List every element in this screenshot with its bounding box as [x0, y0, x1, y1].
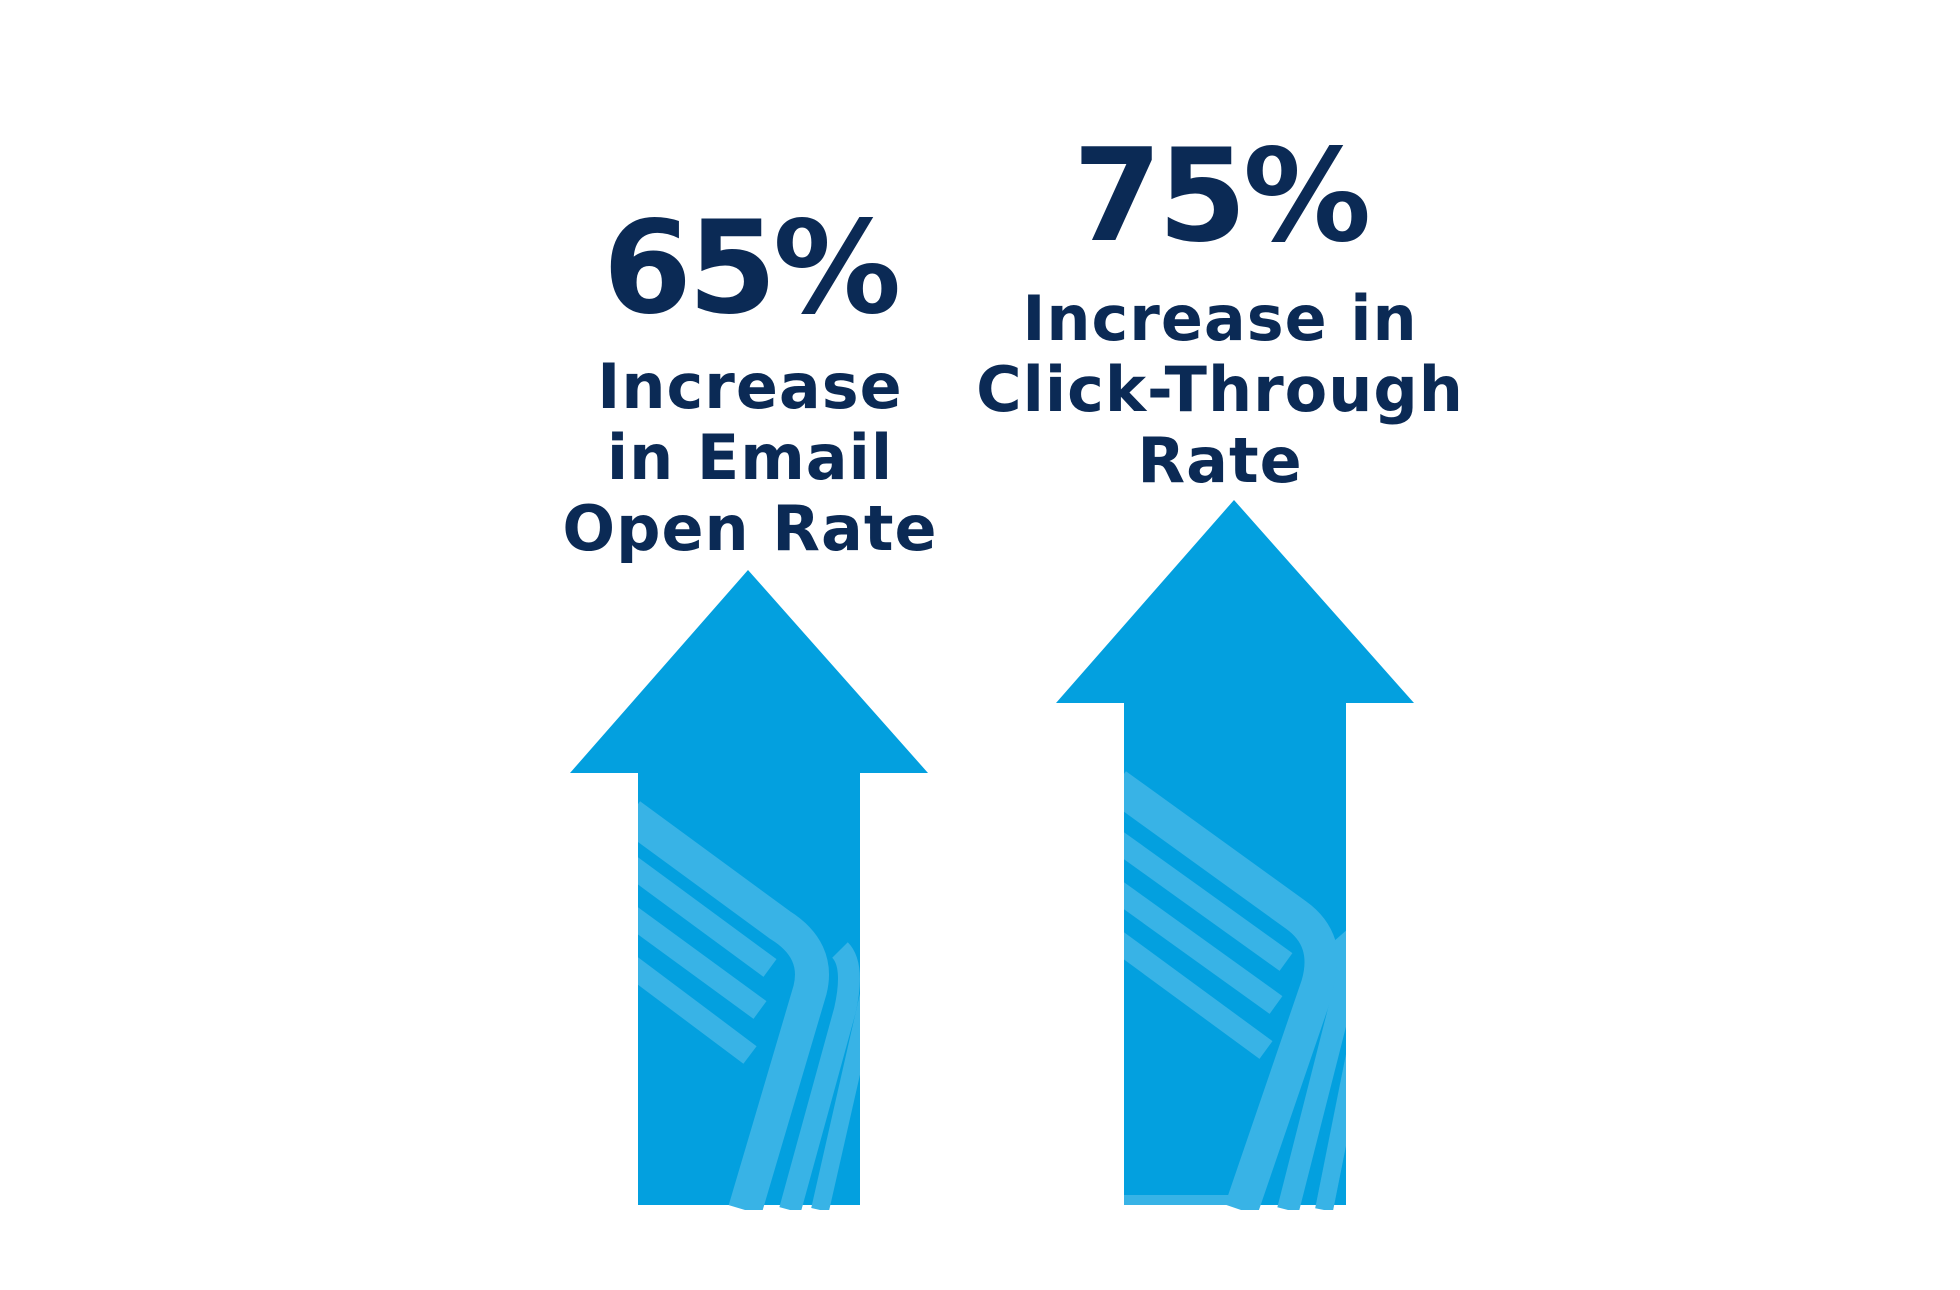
arrow-pattern-open	[638, 801, 860, 1210]
click-through-caption: Increase in Click-Through Rate	[976, 282, 1464, 497]
open-rate-value: 65%	[602, 194, 901, 343]
up-arrow-icon	[1056, 500, 1414, 1210]
open-rate-caption: Increase in Email Open Rate	[562, 350, 938, 565]
arrow-pattern-click	[1124, 771, 1346, 1210]
up-arrow-icon	[570, 570, 928, 1210]
click-through-stat: 75% Increase in Click-Through Rate	[960, 122, 1480, 497]
click-through-value: 75%	[1072, 122, 1371, 271]
open-rate-stat: 65% Increase in Email Open Rate	[540, 194, 960, 565]
